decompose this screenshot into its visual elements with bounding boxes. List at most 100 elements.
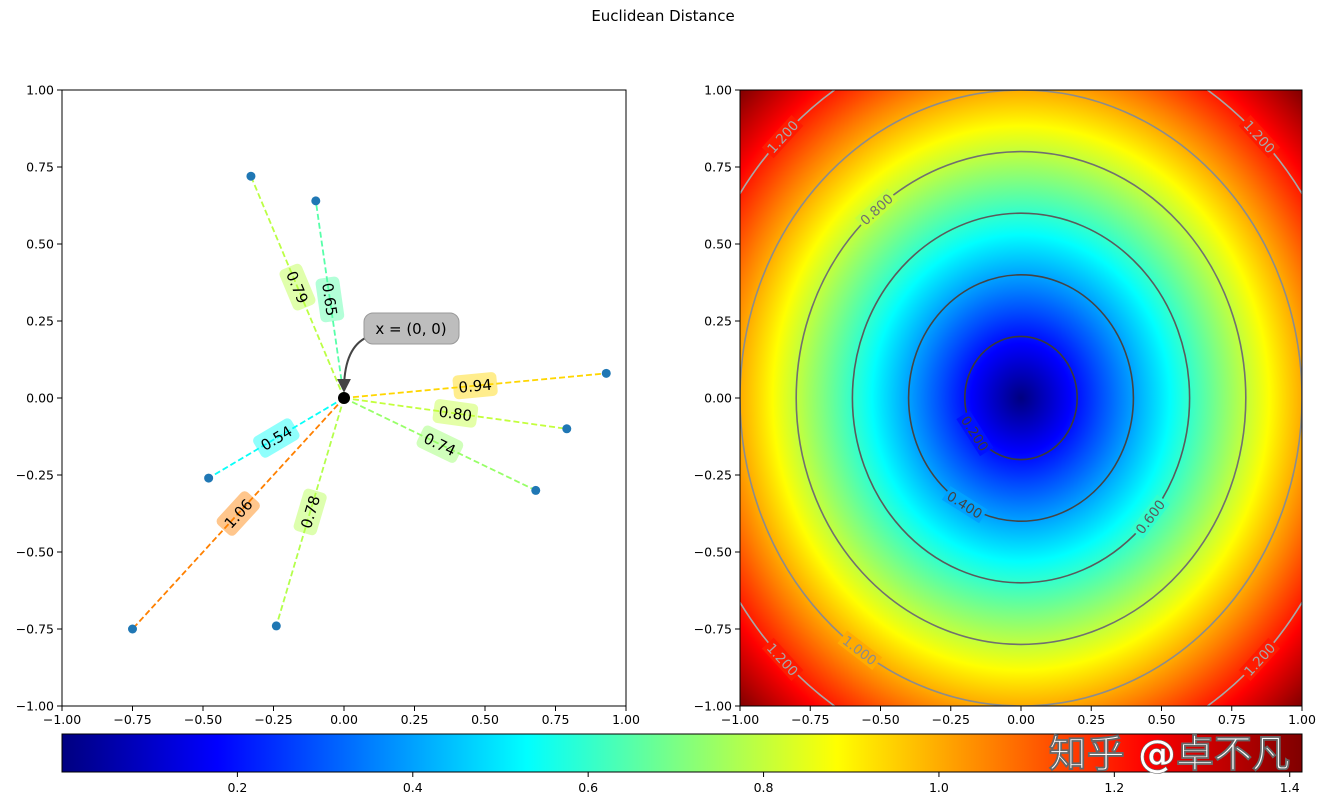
y-tick-label: −0.25 xyxy=(16,468,54,483)
annotation-label: x = (0, 0) xyxy=(375,320,446,338)
distance-line xyxy=(343,397,567,430)
x-tick-label: 0.50 xyxy=(1148,712,1176,727)
y-tick-label: −1.00 xyxy=(694,699,732,714)
sample-points xyxy=(128,171,611,634)
colorbar-gradient xyxy=(61,733,1303,773)
x-tick-label: 0.75 xyxy=(1218,712,1246,727)
y-tick-label: 0.25 xyxy=(704,314,732,329)
distance-label-box xyxy=(432,399,479,428)
x-tick-label: 1.00 xyxy=(612,712,640,727)
distance-label-text: 0.94 xyxy=(458,376,493,397)
colorbar-tick-label: 0.4 xyxy=(403,780,423,795)
distance-label-box xyxy=(216,491,260,536)
y-tick-label: −0.75 xyxy=(16,622,54,637)
y-tick-label: 1.00 xyxy=(26,83,54,98)
distance-label-text: 0.65 xyxy=(318,282,341,318)
distance-label: 0.78 xyxy=(293,488,327,536)
distance-label: 0.65 xyxy=(315,276,345,323)
distance-line xyxy=(314,200,345,399)
contour-label-bg xyxy=(1238,637,1281,681)
distance-line xyxy=(250,175,345,399)
colorbar-tick-label: 1.4 xyxy=(1280,780,1300,795)
x-tick-label: −0.50 xyxy=(861,712,899,727)
y-tick-label: −0.25 xyxy=(694,468,732,483)
figure-title: Euclidean Distance xyxy=(591,7,734,25)
sample-point xyxy=(311,196,321,206)
colorbar-tick-label: 0.2 xyxy=(227,780,247,795)
contour-label-bg xyxy=(1238,115,1281,159)
contour-label-bg xyxy=(761,637,804,681)
distance-line xyxy=(131,397,345,630)
distance-label: 0.79 xyxy=(279,263,316,311)
x-tick-label: 0.75 xyxy=(542,712,570,727)
x-tick-label: 0.25 xyxy=(401,712,429,727)
y-tick-label: 0.50 xyxy=(26,237,54,252)
origin-annotation: x = (0, 0) xyxy=(337,312,460,393)
sample-point xyxy=(562,424,572,434)
x-tick-label: 0.50 xyxy=(471,712,499,727)
x-tick-label: −1.00 xyxy=(721,712,759,727)
distance-line xyxy=(208,397,345,479)
annotation-arrow xyxy=(337,335,371,393)
x-tick-label: −0.25 xyxy=(932,712,970,727)
x-tick-label: 0.25 xyxy=(1077,712,1105,727)
y-tick-label: −1.00 xyxy=(16,699,54,714)
x-tick-label: 0.00 xyxy=(1007,712,1035,727)
colorbar-tick-label: 0.8 xyxy=(754,780,774,795)
sample-point xyxy=(204,473,214,483)
distance-label-box xyxy=(279,263,316,311)
y-tick-label: 1.00 xyxy=(704,83,732,98)
y-tick-label: −0.75 xyxy=(694,622,732,637)
sample-point xyxy=(128,624,137,634)
sample-point xyxy=(601,368,611,378)
y-tick-label: 0.75 xyxy=(704,160,732,175)
distance-label: 0.80 xyxy=(432,399,479,428)
contour-label-bg xyxy=(1130,494,1170,540)
contour-label-bg xyxy=(956,410,994,457)
y-tick-label: 0.00 xyxy=(26,391,54,406)
colorbar-ticks: 0.2 0.4 0.6 0.8 1.0 1.2 1.4 xyxy=(227,772,1300,795)
distance-label-box xyxy=(416,425,464,463)
contour-line xyxy=(851,212,1191,584)
x-tick-label: −0.75 xyxy=(791,712,829,727)
distance-label: 0.94 xyxy=(452,372,498,400)
x-tick-label: 0.00 xyxy=(330,712,358,727)
distance-lines xyxy=(131,175,607,630)
left-axis-ticks: −1.00−1.00 −0.75 −0.75 −0.50 −0.50 −0.25 −0.25… xyxy=(16,83,640,728)
colorbar-tick-label: 0.6 xyxy=(578,780,598,795)
distance-line xyxy=(275,397,345,627)
distance-label-box xyxy=(452,372,498,400)
x-tick-label: −0.50 xyxy=(184,712,222,727)
distance-label-box xyxy=(253,418,300,458)
origin-point xyxy=(338,392,350,404)
colorbar-tick-label: 1.0 xyxy=(929,780,949,795)
distance-label-text: 0.78 xyxy=(297,494,324,531)
contour-line xyxy=(907,273,1135,522)
contour-line xyxy=(795,150,1247,646)
distance-label-text: 0.80 xyxy=(438,403,474,425)
contour-label-bg xyxy=(761,115,804,159)
left-plot: −1.00−1.00 −0.75 −0.75 −0.50 −0.50 −0.25 −0.25… xyxy=(16,83,640,728)
colorbar: 0.2 0.4 0.6 0.8 1.0 1.2 1.4 知乎 @卓不凡 xyxy=(61,732,1303,795)
y-tick-label: 0.50 xyxy=(704,237,732,252)
y-tick-label: 0.00 xyxy=(704,391,732,406)
y-tick-label: 0.75 xyxy=(26,160,54,175)
watermark: 知乎 @卓不凡 xyxy=(1049,732,1290,776)
contour-label-bg xyxy=(941,486,988,524)
y-tick-label: −0.50 xyxy=(694,545,732,560)
sample-point xyxy=(271,621,281,631)
distance-label-box xyxy=(293,488,327,536)
colorbar-tick-label: 1.2 xyxy=(1104,780,1124,795)
x-tick-label: −0.25 xyxy=(254,712,292,727)
y-tick-label: −0.50 xyxy=(16,545,54,560)
x-tick-label: −1.00 xyxy=(43,712,81,727)
x-tick-label: 1.00 xyxy=(1288,712,1316,727)
distance-label: 0.74 xyxy=(416,425,464,463)
contour-label-bg xyxy=(854,188,899,231)
distance-heatmap xyxy=(740,90,1302,706)
contour-line xyxy=(963,335,1078,461)
distance-labels: 0.79 0.650.940.800.740.541.06 0.78 xyxy=(216,263,498,536)
distance-line xyxy=(343,372,607,399)
